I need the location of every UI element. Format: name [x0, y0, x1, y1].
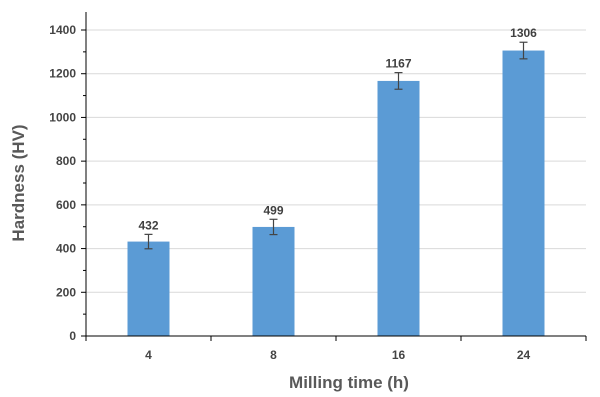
x-tick-label: 4: [145, 348, 152, 362]
bars: [127, 50, 545, 336]
bar: [252, 226, 295, 336]
error-bars: [144, 41, 528, 250]
data-label: 1167: [385, 57, 411, 71]
data-label: 499: [263, 203, 283, 217]
bar: [377, 80, 420, 336]
y-tick-label: 600: [56, 198, 76, 212]
x-tick-label: 24: [517, 348, 531, 362]
bar: [502, 50, 545, 336]
y-axis-title: Hardness (HV): [9, 124, 28, 241]
y-tick-label: 200: [56, 285, 76, 299]
error-bar: [394, 72, 403, 90]
y-tick-label: 400: [56, 242, 76, 256]
labels: 0 200 400 600 800 1000 1200 1400 432 4 499 8 1167 16 1…: [49, 23, 537, 362]
x-tick-label: 16: [392, 348, 406, 362]
data-label: 1306: [510, 26, 537, 40]
y-tick-label: 1200: [49, 67, 76, 81]
y-tick-label: 1400: [49, 23, 76, 37]
x-axis-title: Milling time (h): [289, 373, 409, 392]
y-tick-label: 800: [56, 154, 76, 168]
error-bar: [144, 233, 153, 250]
x-tick-label: 8: [270, 348, 277, 362]
error-bar: [269, 218, 278, 236]
error-bar: [519, 41, 528, 60]
y-tick-label: 0: [69, 329, 76, 343]
axes: [81, 12, 587, 341]
data-label: 432: [138, 218, 158, 232]
bar: [127, 241, 170, 336]
y-tick-label: 1000: [49, 110, 76, 124]
